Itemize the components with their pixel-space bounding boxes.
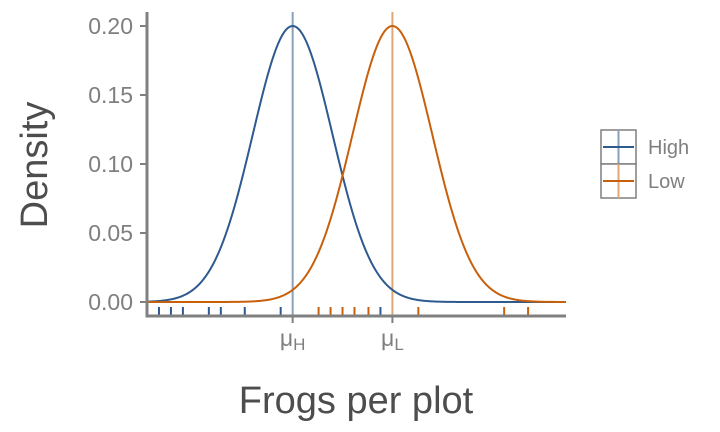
legend-label-high: High: [648, 137, 689, 159]
y-tick-label: 0.05: [88, 220, 133, 246]
density-curve-high: [147, 26, 566, 302]
y-tick-label: 0.15: [88, 82, 133, 108]
x-tick-label: μH: [280, 325, 306, 354]
y-axis-ticks: 0.00 0.05 0.10 0.15 0.20: [88, 13, 147, 315]
y-axis-title: Density: [14, 102, 56, 229]
legend: High Low: [601, 130, 689, 198]
density-curves: [147, 26, 566, 302]
x-tick-label: μL: [381, 325, 404, 354]
legend-key-low: [601, 164, 636, 198]
y-tick-label: 0.10: [88, 151, 133, 177]
x-axis-ticks: μH μL: [280, 316, 404, 354]
y-tick-label: 0.00: [88, 289, 133, 315]
legend-key-high: [601, 130, 636, 164]
y-tick-label: 0.20: [88, 13, 133, 39]
mean-reference-lines: [293, 12, 393, 316]
density-curve-low: [147, 26, 566, 302]
x-axis-title: Frogs per plot: [239, 380, 474, 422]
legend-label-low: Low: [648, 171, 685, 193]
